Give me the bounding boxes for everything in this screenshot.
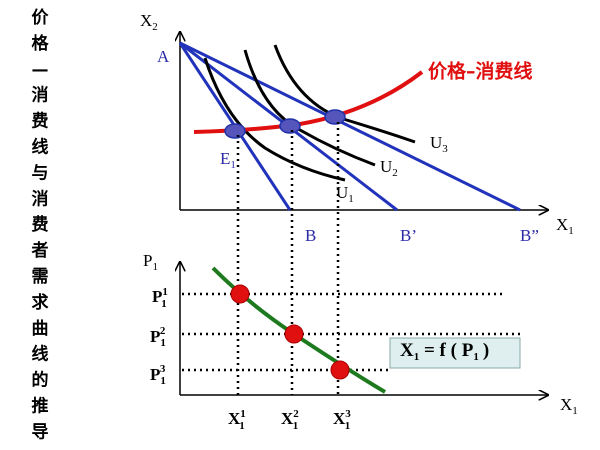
title-char: 需 [32, 267, 49, 287]
demand-points [230, 284, 350, 380]
label-base: U [430, 133, 442, 152]
label-sup: 2 [160, 325, 166, 337]
title-char: 者 [31, 240, 49, 261]
title-char: 格 [32, 33, 50, 54]
label-sub: 2 [152, 21, 158, 33]
label-base: X [560, 395, 572, 414]
label: A [157, 47, 170, 66]
label-sup: 3 [160, 363, 166, 375]
label-sub: 1 [160, 375, 166, 387]
label: B [305, 226, 316, 245]
label-sub: 1 [239, 420, 245, 432]
label-sub: 1 [161, 298, 167, 310]
title-char: 费 [32, 111, 49, 132]
pcc-label: 价格–消费线 [428, 60, 533, 83]
formula-part: ) [483, 340, 489, 361]
title-char: 曲 [32, 319, 49, 339]
label-sub: 1 [572, 405, 578, 417]
formula: X1 = f ( P1) [400, 340, 489, 362]
formula-sub: 1 [414, 351, 420, 363]
label-sub: 3 [442, 143, 448, 155]
label-base: P [143, 251, 152, 270]
title-char: 消 [32, 85, 49, 106]
label-base: E [220, 149, 230, 168]
label-sub: 1 [348, 193, 354, 205]
title-char: 线 [32, 344, 49, 365]
label: U1 [336, 183, 354, 205]
label-base: X [281, 409, 294, 428]
equilibrium-points [224, 109, 346, 139]
title-char: 线 [32, 137, 49, 158]
label-sup: 1 [240, 408, 245, 420]
formula-part: = f ( P [419, 340, 473, 361]
label: X1 [560, 395, 578, 417]
label-sub: 1 [152, 261, 158, 273]
projection-lines [182, 122, 520, 395]
label: P1 [143, 251, 158, 273]
label: X2 [140, 11, 158, 33]
formula-box [389, 337, 521, 369]
title-char: 费 [32, 214, 49, 235]
label-sup: 1 [162, 286, 167, 298]
label-base: P [150, 327, 160, 346]
label: X2 1 [281, 408, 299, 432]
label-sub: 1 [230, 159, 236, 171]
label-base: X [140, 11, 152, 30]
label: P1 1 [152, 286, 167, 310]
label-base: X [556, 215, 568, 234]
label: B’ [400, 226, 417, 245]
title-char: — [32, 60, 49, 80]
label-base: X [228, 409, 241, 428]
title-char: 求 [32, 292, 49, 313]
title-char: 价 [32, 8, 50, 28]
label: X3 1 [333, 408, 351, 432]
label-sub: 1 [345, 420, 351, 432]
title-char: 的 [32, 370, 49, 391]
label: X1 1 [228, 408, 245, 432]
label: U3 [430, 133, 448, 155]
label-sup: 3 [345, 408, 351, 420]
label-base: X [333, 409, 346, 428]
label: P13 [150, 363, 166, 387]
label-sub: 1 [160, 337, 166, 349]
label-base: P [152, 287, 162, 306]
label-base: U [336, 183, 348, 202]
label: U2 [380, 157, 398, 179]
label-sub: 2 [392, 167, 398, 179]
label-base: U [380, 157, 392, 176]
label: E1 [220, 149, 236, 171]
formula-sub: 1 [473, 351, 479, 363]
label: P12 [150, 325, 166, 349]
label: B” [520, 226, 539, 245]
label: X1 [556, 215, 574, 237]
label-sub: 1 [293, 420, 299, 432]
label-base: P [150, 365, 160, 384]
formula-part: X [400, 340, 414, 361]
title-char: 导 [32, 422, 49, 442]
label-sub: 1 [568, 225, 574, 237]
label-sup: 2 [293, 408, 299, 420]
title-char: 推 [32, 396, 49, 417]
title-char: 与 [32, 163, 49, 183]
title-char: 消 [32, 188, 49, 209]
